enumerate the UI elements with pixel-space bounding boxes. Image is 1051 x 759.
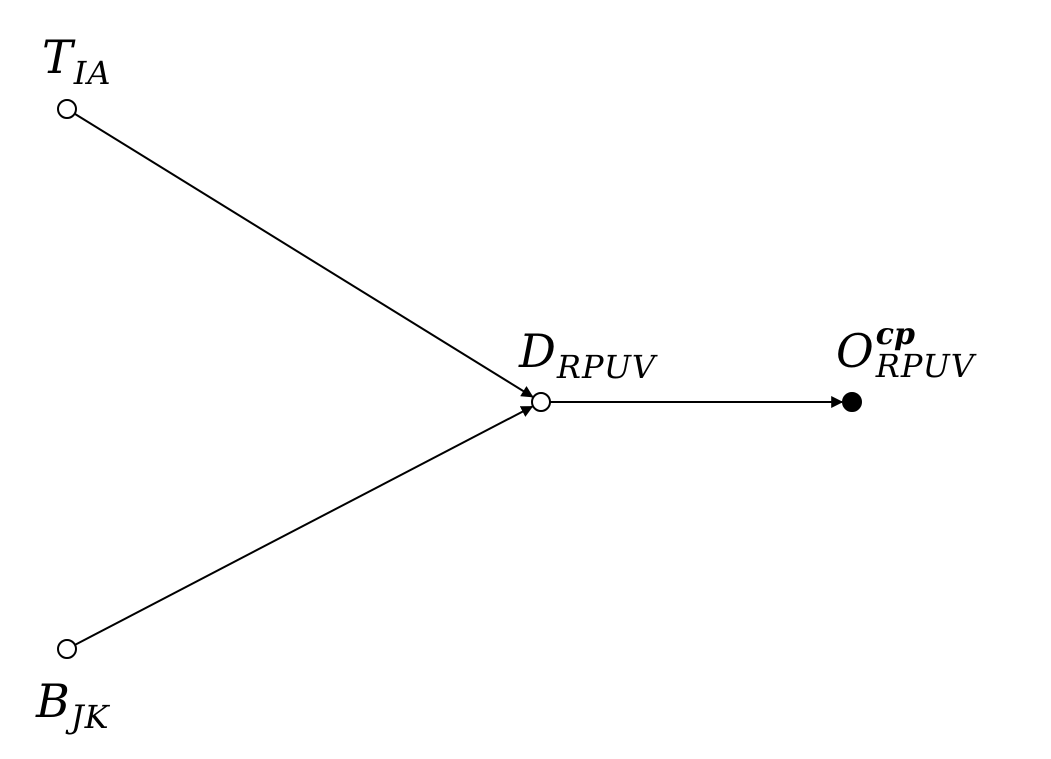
nodes-group	[57, 99, 862, 659]
node-d	[531, 392, 551, 412]
node-b	[57, 639, 77, 659]
node-label-t: TIA	[42, 30, 112, 92]
node-t	[57, 99, 77, 119]
edge-b-d	[74, 405, 534, 646]
edges-group	[74, 112, 844, 646]
node-label-b: BJK	[36, 674, 110, 736]
edge-t-d	[74, 112, 534, 398]
node-o	[842, 392, 862, 412]
node-label-d: DRPUV	[519, 324, 657, 386]
